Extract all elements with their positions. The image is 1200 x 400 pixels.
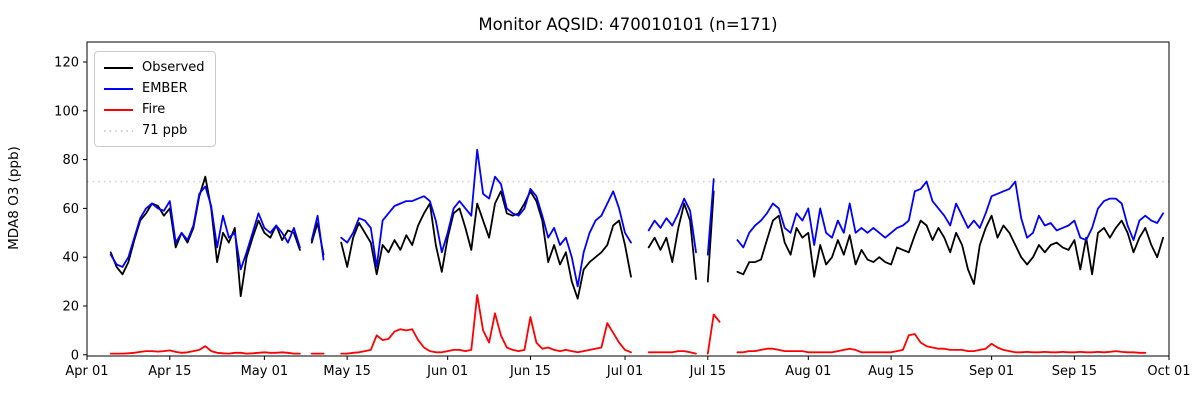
observed-line-segment-4 — [706, 190, 715, 283]
y-tick-label: 100 — [54, 104, 79, 119]
legend-row: Fire — [104, 99, 205, 120]
ember-line-segment-0 — [109, 185, 301, 271]
ember-line-segment-2 — [340, 148, 632, 288]
y-tick-label: 20 — [62, 299, 79, 314]
chart-title: Monitor AQSID: 470010101 (n=171) — [478, 15, 778, 34]
x-tick-label: Apr 15 — [148, 364, 191, 379]
ember-line-segment-1 — [310, 214, 325, 261]
y-tick-label: 60 — [62, 202, 79, 217]
legend-label: EMBER — [142, 81, 188, 96]
legend-label: Observed — [142, 60, 205, 75]
legend-line-swatch — [104, 129, 133, 132]
y-axis-label: MDA8 O3 (ppb) — [6, 146, 22, 250]
x-tick-label: Jul 15 — [689, 364, 726, 379]
x-tick-label: Aug 01 — [785, 364, 831, 379]
ember-line-segment-5 — [736, 180, 1164, 249]
x-tick-label: May 01 — [241, 364, 289, 379]
y-tick-label: 80 — [62, 153, 79, 168]
legend-label: Fire — [142, 102, 166, 117]
fire-line-segment-5 — [736, 333, 1147, 354]
legend-label: 71 ppb — [142, 123, 188, 138]
fire-line-segment-4 — [706, 313, 721, 355]
y-tick-label: 40 — [62, 251, 79, 266]
legend-line-swatch — [104, 108, 133, 111]
legend-line-swatch — [104, 66, 133, 69]
x-tick-label: Oct 01 — [1147, 364, 1190, 379]
x-tick-label: Jun 15 — [509, 364, 551, 379]
x-tick-label: Sep 15 — [1052, 364, 1097, 379]
ember-line-segment-4 — [706, 178, 715, 256]
fire-line-segment-3 — [647, 350, 697, 355]
x-tick-label: May 15 — [323, 364, 371, 379]
observed-line-segment-2 — [340, 190, 632, 300]
x-tick-label: Sep 01 — [969, 364, 1014, 379]
fire-line-segment-0 — [109, 345, 301, 355]
legend: Observed EMBER Fire 71 ppb — [94, 51, 216, 147]
legend-line-swatch — [104, 87, 133, 90]
legend-row: EMBER — [104, 78, 205, 99]
x-tick-label: Jun 01 — [426, 364, 468, 379]
axes-spines — [86, 41, 1170, 357]
legend-row: Observed — [104, 57, 205, 78]
observed-line-segment-5 — [736, 214, 1164, 285]
y-tick-label: 0 — [71, 348, 79, 363]
ember-line-segment-3 — [647, 197, 697, 254]
legend-row: 71 ppb — [104, 120, 205, 141]
x-tick-label: Apr 01 — [65, 364, 108, 379]
x-tick-label: Aug 15 — [868, 364, 914, 379]
x-tick-label: Jul 01 — [606, 364, 643, 379]
fire-line-segment-2 — [340, 294, 632, 355]
y-tick-label: 120 — [54, 56, 79, 71]
observed-line-segment-3 — [647, 202, 697, 281]
observed-line-segment-0 — [109, 175, 301, 298]
